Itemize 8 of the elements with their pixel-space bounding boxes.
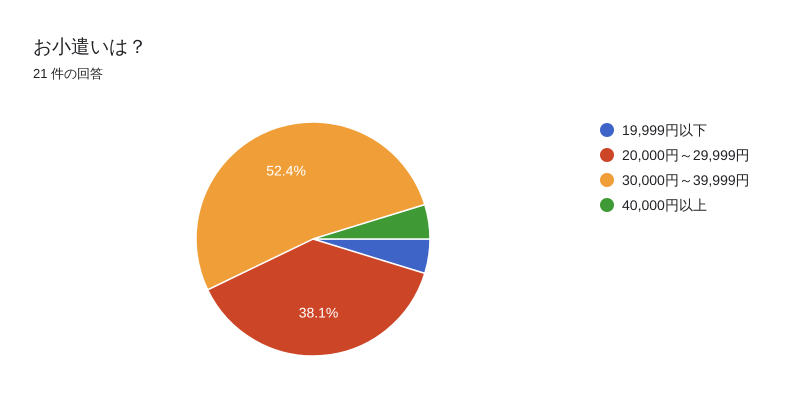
legend-label: 20,000円～29,999円 bbox=[622, 147, 750, 163]
data-label: 52.4% bbox=[266, 162, 306, 178]
chart-title: お小遣いは？ bbox=[33, 37, 147, 58]
legend-label: 40,000円以上 bbox=[622, 197, 707, 213]
legend-label: 30,000円～39,999円 bbox=[622, 172, 750, 188]
legend-label: 19,999円以下 bbox=[622, 122, 707, 138]
data-label: 38.1% bbox=[298, 304, 338, 320]
text: 21 件の回答 bbox=[33, 66, 104, 81]
